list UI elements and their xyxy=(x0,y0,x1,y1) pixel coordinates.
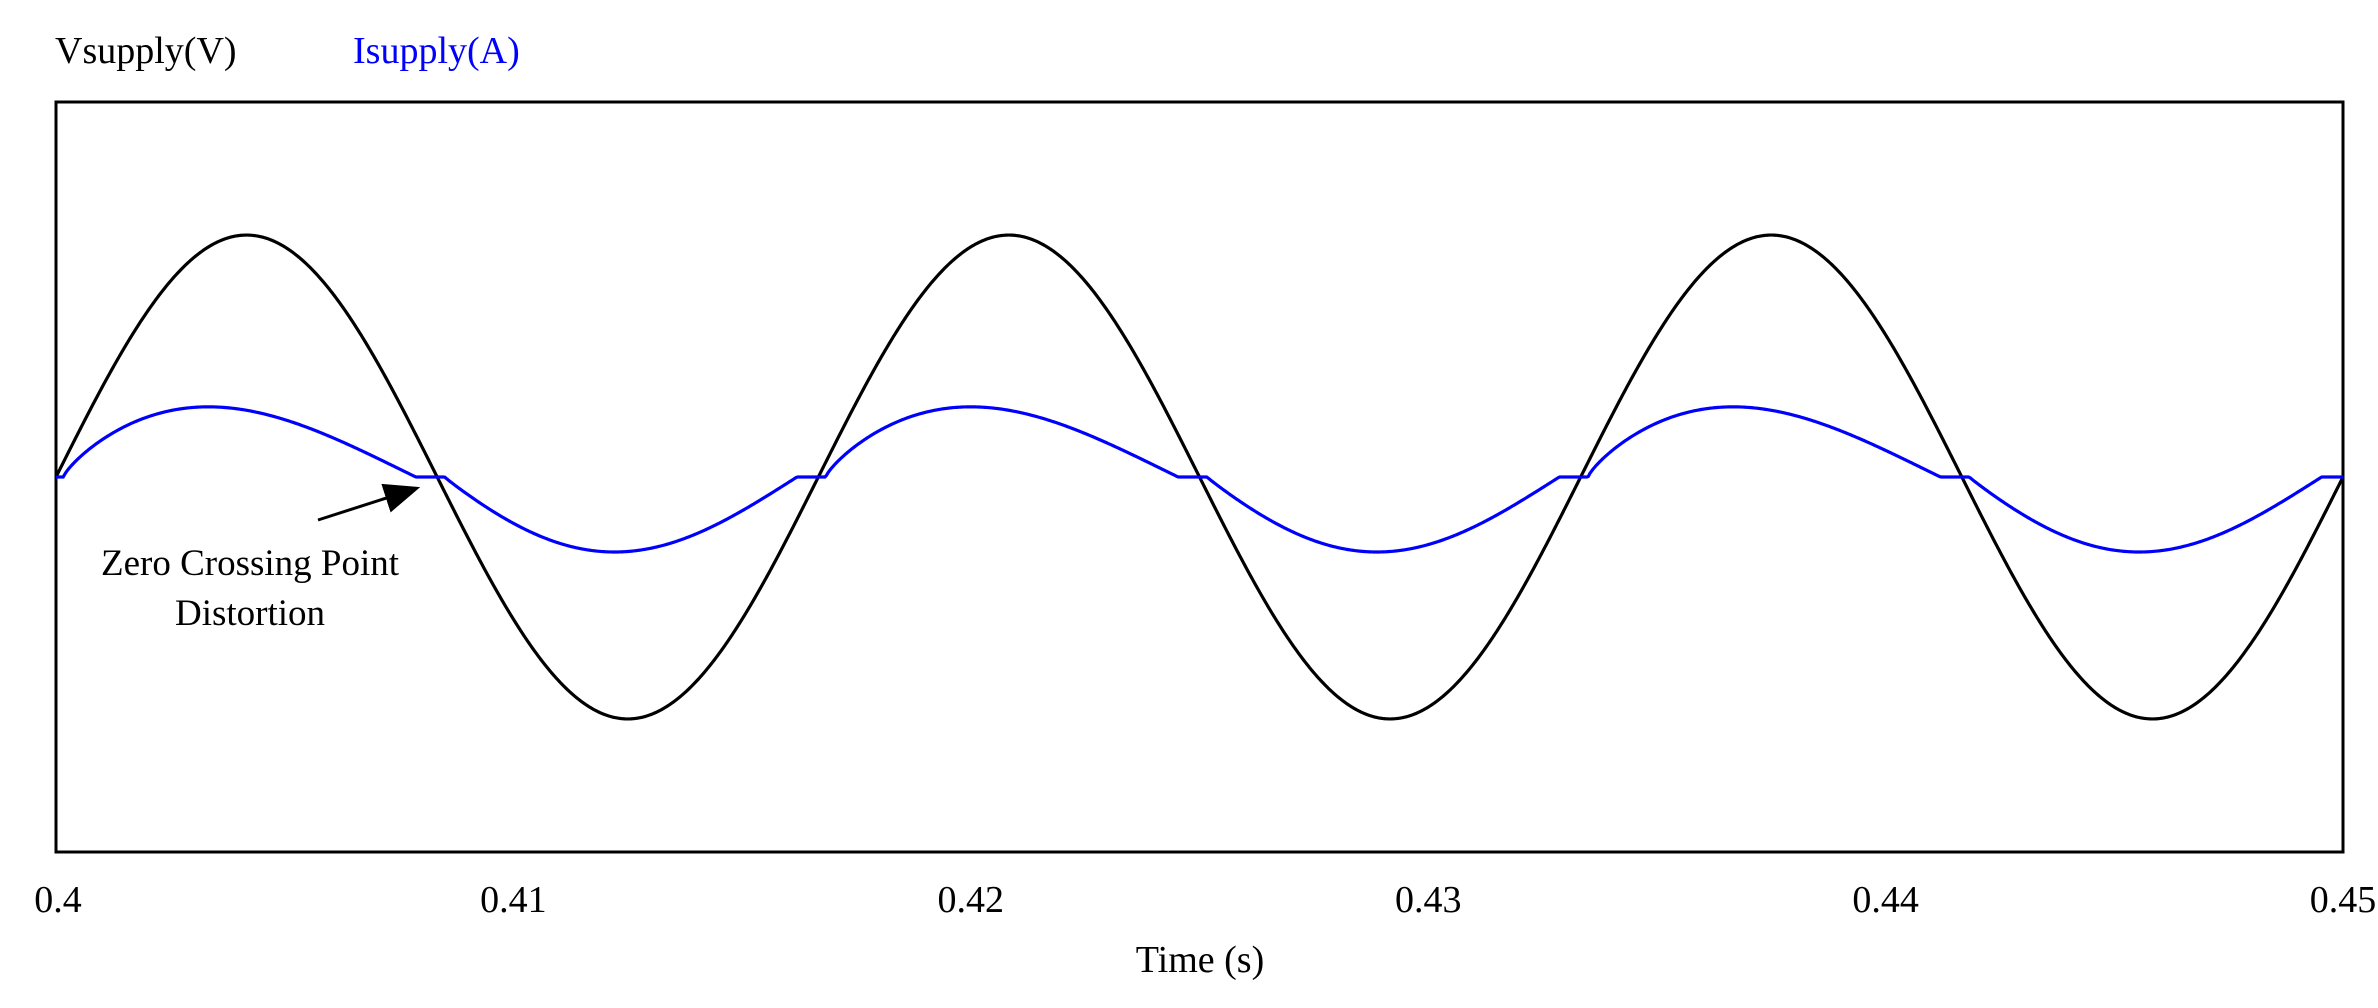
annotation: Zero Crossing Point Distortion xyxy=(101,483,421,634)
legend-vsupply: Vsupply(V) xyxy=(55,30,237,72)
x-tick-label: 0.4 xyxy=(34,879,82,921)
x-tick-label: 0.41 xyxy=(480,879,547,921)
legend-isupply: Isupply(A) xyxy=(353,30,520,72)
x-tick-label: 0.43 xyxy=(1395,879,1462,921)
x-tick-label: 0.45 xyxy=(2310,879,2377,921)
annotation-line-2: Distortion xyxy=(175,593,325,634)
annotation-arrow xyxy=(317,483,421,522)
annotation-line-1: Zero Crossing Point xyxy=(101,543,400,584)
x-tick-labels: 0.4 0.41 0.42 0.43 0.44 0.45 xyxy=(34,879,2376,921)
x-tick-label: 0.42 xyxy=(938,879,1005,921)
x-tick-label: 0.44 xyxy=(1852,879,1919,921)
x-axis-label: Time (s) xyxy=(1136,939,1264,981)
isupply-line xyxy=(56,405,2343,554)
